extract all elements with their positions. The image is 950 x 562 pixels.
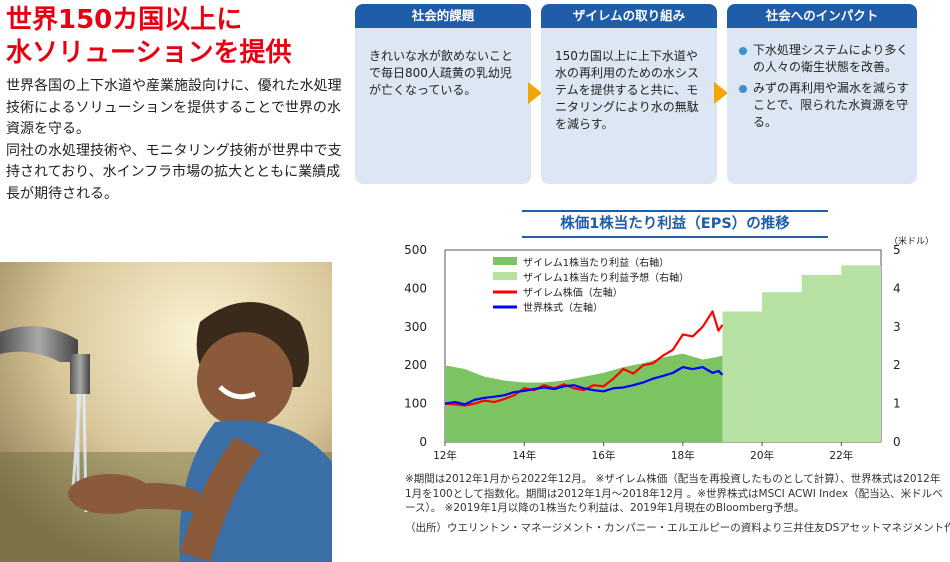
photo-child-drinking-water [0,262,332,562]
legend-swatch [493,272,517,280]
impact-bullet-item: みずの再利用や漏水を減らすことで、限られた水資源を守る。 [739,80,909,131]
legend-swatch [493,257,517,265]
chart-note-text: ※期間は2012年1月から2022年12月。 ※ザイレム株価（配当を再投資したも… [405,473,943,514]
legend-label: ザイレム1株当たり利益（右軸） [523,256,669,269]
y-left-tick-label: 300 [404,320,427,334]
headline-line-2: 水ソリューションを提供 [6,38,292,68]
chart-source: （出所）ウエリントン・マネージメント・カンパニー・エルエルピーの資料より三井住友… [405,522,950,534]
body-text: 世界各国の上下水道や産業施設向けに、優れた水処理技術によるソリューションを提供す… [6,76,344,205]
y-left-tick-label: 400 [404,281,427,295]
impact-bullet-list: 下水処理システムにより多くの人々の衛生状態を改善。 みずの再利用や漏水を減らすこ… [727,28,917,131]
chart-notes: ※期間は2012年1月から2022年12月。 ※ザイレム株価（配当を再投資したも… [405,472,945,516]
card-impact-title: 社会へのインパクト [727,4,917,28]
y-left-tick-label: 200 [404,358,427,372]
series-area-eps [445,353,723,442]
card-social-issue-title: 社会的課題 [355,4,531,28]
card-initiative: ザイレムの取り組み 150カ国以上に上下水道や水の再利用のための水システムを提供… [541,4,717,184]
x-tick-label: 12年 [433,449,457,462]
chart-title: 株価1株当たり利益（EPS）の推移 [522,210,828,238]
eps-chart: 0 100 200 300 400 500 0 1 2 3 4 5（米ドル） 12年 14年 16年 18年 2… [404,235,934,462]
y-left-tick-label: 0 [419,435,427,449]
impact-bullet-item: 下水処理システムにより多くの人々の衛生状態を改善。 [739,42,909,76]
card-initiative-text: 150カ国以上に上下水道や水の再利用のための水システムを提供すると共に、モニタリ… [555,49,700,131]
y-right-unit-label: （米ドル） [889,235,934,247]
card-impact: 社会へのインパクト 下水処理システムにより多くの人々の衛生状態を改善。 みずの再… [727,4,917,184]
x-tick-label: 16年 [592,449,616,462]
body-paragraph-1: 世界各国の上下水道や産業施設向けに、優れた水処理技術によるソリューションを提供す… [6,78,342,137]
y-right-tick-label: 3 [893,320,901,334]
headline: 世界150カ国以上に 水ソリューションを提供 [6,4,336,70]
y-right-tick-label: 0 [893,435,901,449]
arrow-right-icon [714,82,728,104]
y-left-tick-label: 100 [404,397,427,411]
legend-label: ザイレム1株当たり利益予想（右軸） [523,271,689,284]
y-right-tick-label: 4 [893,281,901,295]
arrow-right-icon [528,82,542,104]
card-initiative-title: ザイレムの取り組み [541,4,717,28]
series-line-xylem-price [444,310,724,407]
series-line-world-equity [444,366,724,406]
y-right-tick-label: 1 [893,397,901,411]
body-paragraph-2: 同社の水処理技術や、モニタリング技術が世界中で支持されており、水インフラ市場の拡… [6,142,342,202]
y-right-tick-label: 2 [893,358,901,372]
x-tick-label: 14年 [512,449,536,462]
y-left-tick-label: 500 [404,243,427,257]
headline-line-1: 世界150カ国以上に [6,5,243,35]
y-right-tick-label: 5 [893,243,901,257]
x-tick-label: 20年 [750,449,774,462]
x-tick-label: 18年 [671,449,695,462]
legend-label: ザイレム株価（左軸） [523,286,623,299]
card-social-issue: 社会的課題 きれいな水が飲めないことで毎日800人疏黄の乳幼児が亡くなっている。 [355,4,531,184]
legend-label: 世界株式（左軸） [523,301,603,314]
card-social-issue-text: きれいな水が飲めないことで毎日800人疏黄の乳幼児が亡くなっている。 [369,49,514,97]
x-tick-label: 22年 [829,449,853,462]
series-area-eps-forecast [722,265,881,442]
